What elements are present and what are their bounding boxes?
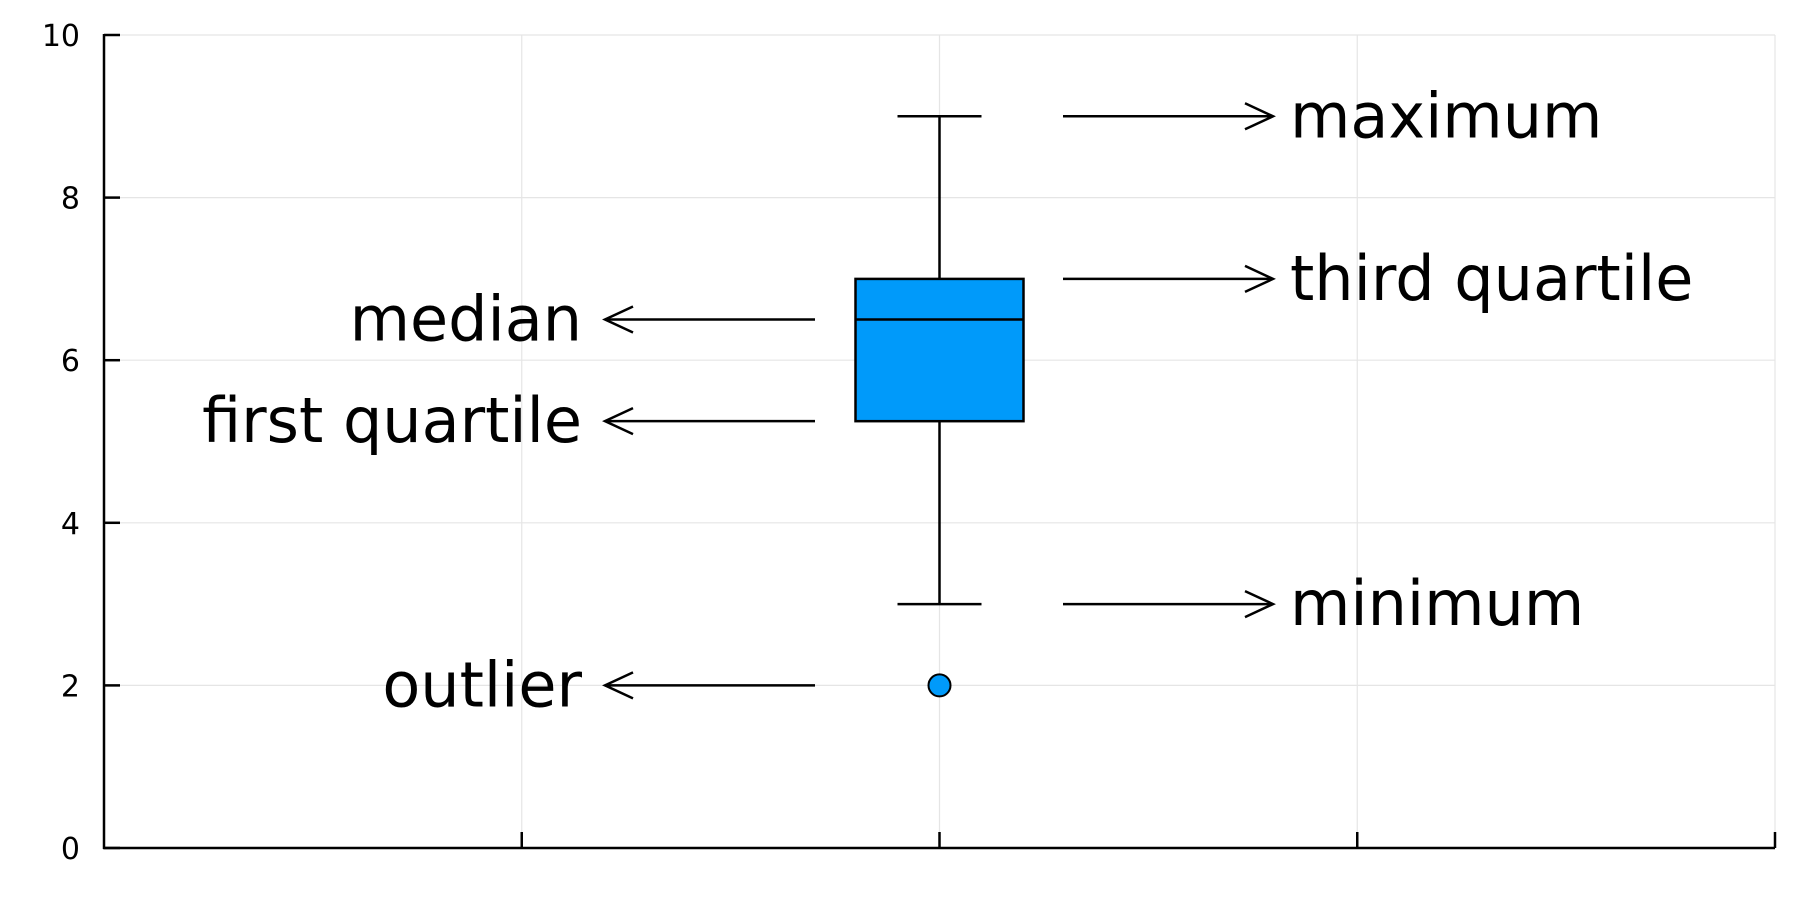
annotation-label: median <box>350 283 582 356</box>
annotation-layer: maximum third quartile median first quartil… <box>202 79 1693 721</box>
y-tick-label: 8 <box>61 182 80 217</box>
box-layer <box>854 115 1025 698</box>
outlier-point <box>927 673 952 698</box>
axis-layer: 0 2 4 6 8 10 <box>42 19 1777 867</box>
annotation-arrow-head <box>1244 589 1276 619</box>
annotation-label: outlier <box>382 648 582 721</box>
annotation-label: minimum <box>1290 567 1584 640</box>
annotation-outlier: outlier <box>382 648 815 721</box>
annotation-arrow-head <box>602 407 634 436</box>
interquartile-box <box>854 277 1025 423</box>
y-tick-label: 6 <box>61 344 80 379</box>
annotation-label: third quartile <box>1290 242 1693 315</box>
y-tick-label: 0 <box>61 832 80 867</box>
annotation-label: maximum <box>1290 79 1602 152</box>
annotation-arrow-head <box>1244 102 1276 131</box>
annotation-first-quartile: first quartile <box>202 384 815 457</box>
annotation-arrow-head <box>602 305 634 334</box>
y-tick-label: 2 <box>61 669 80 704</box>
annotation-third-quartile: third quartile <box>1063 242 1693 315</box>
annotation-maximum: maximum <box>1063 79 1602 152</box>
y-tick-label: 4 <box>61 507 80 542</box>
annotation-median: median <box>350 283 815 356</box>
annotation-arrow-head <box>602 671 634 700</box>
annotation-label: first quartile <box>202 384 582 457</box>
y-tick-label: 10 <box>42 19 80 54</box>
annotation-minimum: minimum <box>1063 567 1584 640</box>
annotation-arrow-head <box>1244 264 1276 294</box>
